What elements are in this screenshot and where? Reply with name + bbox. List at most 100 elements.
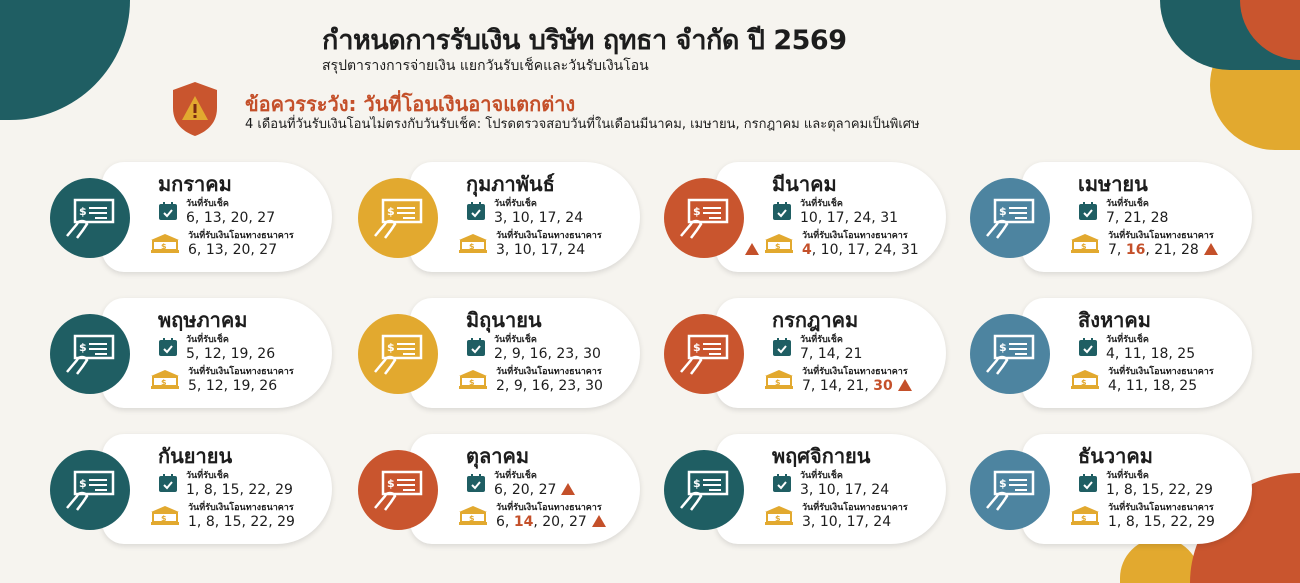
- transfer-row: $ วันที่รับเงินโอนทางธนาคาร 1, 8, 15, 22, …: [1070, 500, 1215, 530]
- cheque-hand-icon: $: [664, 178, 744, 258]
- transfer-info: วันที่รับเงินโอนทางธนาคาร 5, 12, 19, 26: [188, 364, 294, 394]
- highlighted-date: 14: [513, 514, 534, 530]
- month-card: $ มิถุนายน วันที่รับเช็ค 2, 9, 16, 23, 30 $ ว…: [358, 298, 640, 408]
- calendar-check-icon: [773, 338, 791, 356]
- month-card: $ มีนาคม วันที่รับเช็ค 10, 17, 24, 31 $ วันที…: [664, 162, 946, 272]
- date: 20: [232, 242, 251, 258]
- svg-text:$: $: [79, 341, 87, 354]
- cheque-hand-icon: $: [664, 314, 744, 394]
- date: 22: [250, 514, 269, 530]
- cheque-info: วันที่รับเช็ค 10, 17, 24, 31: [800, 196, 898, 226]
- date: 26: [259, 378, 278, 394]
- date: 31: [880, 210, 899, 226]
- decor-bottom-right-2: [1120, 538, 1200, 583]
- transfer-row: $ วันที่รับเงินโอนทางธนาคาร 3, 10, 17, 24: [458, 228, 602, 258]
- date: 20: [230, 210, 249, 226]
- cheque-dates: 6, 13, 20, 27: [186, 210, 276, 226]
- transfer-info: วันที่รับเงินโอนทางธนาคาร 6, 14, 20, 27: [496, 500, 606, 530]
- transfer-dates: 5, 12, 19, 26: [188, 378, 278, 394]
- month-card: $ ตุลาคม วันที่รับเช็ค 6, 20, 27 $ วันที่รับเ…: [358, 434, 640, 544]
- date: 7: [802, 378, 811, 394]
- calendar-check-icon: [773, 202, 791, 220]
- cheque-info: วันที่รับเช็ค 6, 20, 27: [494, 468, 576, 498]
- shield-warning-icon: [173, 82, 217, 136]
- transfer-label: วันที่รับเงินโอนทางธนาคาร: [1108, 231, 1214, 241]
- svg-text:$: $: [693, 341, 701, 354]
- cheque-info: วันที่รับเช็ค 5, 12, 19, 26: [186, 332, 275, 362]
- card-background: [102, 162, 332, 272]
- transfer-label: วันที่รับเงินโอนทางธนาคาร: [802, 367, 908, 377]
- cheque-hand-icon: $: [50, 314, 130, 394]
- warning-triangle-icon: [745, 243, 759, 255]
- cheque-label: วันที่รับเช็ค: [1106, 199, 1149, 209]
- transfer-info: วันที่รับเงินโอนทางธนาคาร 6, 13, 20, 27: [188, 228, 294, 258]
- bank-icon: $: [459, 370, 487, 389]
- cheque-hand-icon: $: [358, 314, 438, 394]
- bank-icon: $: [151, 506, 179, 525]
- date: 22: [1168, 482, 1187, 498]
- transfer-info: วันที่รับเงินโอนทางธนาคาร 3, 10, 17, 24: [496, 228, 602, 258]
- date: 14: [817, 346, 836, 362]
- warning-triangle-icon: [561, 483, 576, 495]
- date: 21: [844, 346, 863, 362]
- transfer-dates: 7, 16, 21, 28: [1108, 242, 1218, 258]
- bank-icon: $: [1071, 234, 1099, 253]
- svg-text:$: $: [1081, 514, 1087, 523]
- warning-triangle-icon: [897, 379, 912, 391]
- cheque-hand-icon: $: [358, 450, 438, 530]
- cheque-label: วันที่รับเช็ค: [494, 471, 537, 481]
- date: 13: [203, 210, 222, 226]
- transfer-label: วันที่รับเงินโอนทางธนาคาร: [1108, 367, 1214, 377]
- transfer-dates: 2, 9, 16, 23, 30: [496, 378, 603, 394]
- date: 15: [223, 514, 242, 530]
- svg-text:$: $: [775, 514, 781, 523]
- date: 29: [277, 514, 295, 530]
- transfer-row: $ วันที่รับเงินโอนทางธนาคาร 5, 12, 19, 26: [150, 364, 294, 394]
- cheque-dates: 7, 21, 28: [1106, 210, 1169, 226]
- cheque-label: วันที่รับเช็ค: [800, 335, 843, 345]
- month-card: $ พฤศจิกายน วันที่รับเช็ค 3, 10, 17, 24 $ วัน…: [664, 434, 946, 544]
- cheque-hand-icon: $: [970, 314, 1050, 394]
- transfer-label: วันที่รับเงินโอนทางธนาคาร: [188, 503, 294, 513]
- date: 17: [844, 482, 863, 498]
- month-card: $ กรกฎาคม วันที่รับเช็ค 7, 14, 21 $ วันที่รับ…: [664, 298, 946, 408]
- month-card: $ มกราคม วันที่รับเช็ค 6, 13, 20, 27 $ วันที่…: [50, 162, 332, 272]
- month-name: ตุลาคม: [466, 444, 530, 468]
- date: 14: [819, 378, 838, 394]
- transfer-info: วันที่รับเงินโอนทางธนาคาร 1, 8, 15, 22, 2…: [1108, 500, 1215, 530]
- date: 21: [1154, 242, 1173, 258]
- date: 24: [871, 482, 890, 498]
- svg-text:$: $: [1081, 242, 1087, 251]
- transfer-info: วันที่รับเงินโอนทางธนาคาร 4, 10, 17, 24, …: [802, 228, 919, 258]
- month-card: $ กุมภาพันธ์ วันที่รับเช็ค 3, 10, 17, 24 $ วั…: [358, 162, 640, 272]
- cheque-row: วันที่รับเช็ค 6, 20, 27: [466, 468, 576, 498]
- cheque-row: วันที่รับเช็ค 1, 8, 15, 22, 29: [158, 468, 293, 498]
- svg-text:$: $: [79, 477, 87, 490]
- date: 27: [257, 210, 276, 226]
- transfer-label: วันที่รับเงินโอนทางธนาคาร: [496, 367, 602, 377]
- cheque-hand-icon: $: [358, 178, 438, 258]
- month-name: มีนาคม: [772, 172, 837, 196]
- date: 6: [188, 242, 197, 258]
- card-background: [716, 434, 946, 544]
- date: 6: [494, 482, 503, 498]
- svg-text:$: $: [693, 477, 701, 490]
- date: 17: [847, 242, 866, 258]
- cheque-row: วันที่รับเช็ค 3, 10, 17, 24: [466, 196, 583, 226]
- card-background: [410, 162, 640, 272]
- transfer-info: วันที่รับเงินโอนทางธนาคาร 3, 10, 17, 24: [802, 500, 908, 530]
- cheque-hand-icon: $: [970, 178, 1050, 258]
- month-name: กันยายน: [158, 444, 233, 468]
- date: 10: [817, 482, 836, 498]
- date: 31: [900, 242, 919, 258]
- date: 15: [221, 482, 240, 498]
- page-subtitle: สรุปตารางการจ่ายเงิน แยกวันรับเช็คและวัน…: [322, 58, 649, 74]
- transfer-row: $ วันที่รับเงินโอนทางธนาคาร 2, 9, 16, 23, …: [458, 364, 603, 394]
- decor-top-left: [0, 0, 130, 120]
- svg-text:$: $: [775, 242, 781, 251]
- date: 27: [568, 514, 587, 530]
- date: 2: [496, 378, 505, 394]
- cheque-hand-icon: $: [970, 450, 1050, 530]
- calendar-check-icon: [1079, 474, 1097, 492]
- date: 30: [585, 378, 603, 394]
